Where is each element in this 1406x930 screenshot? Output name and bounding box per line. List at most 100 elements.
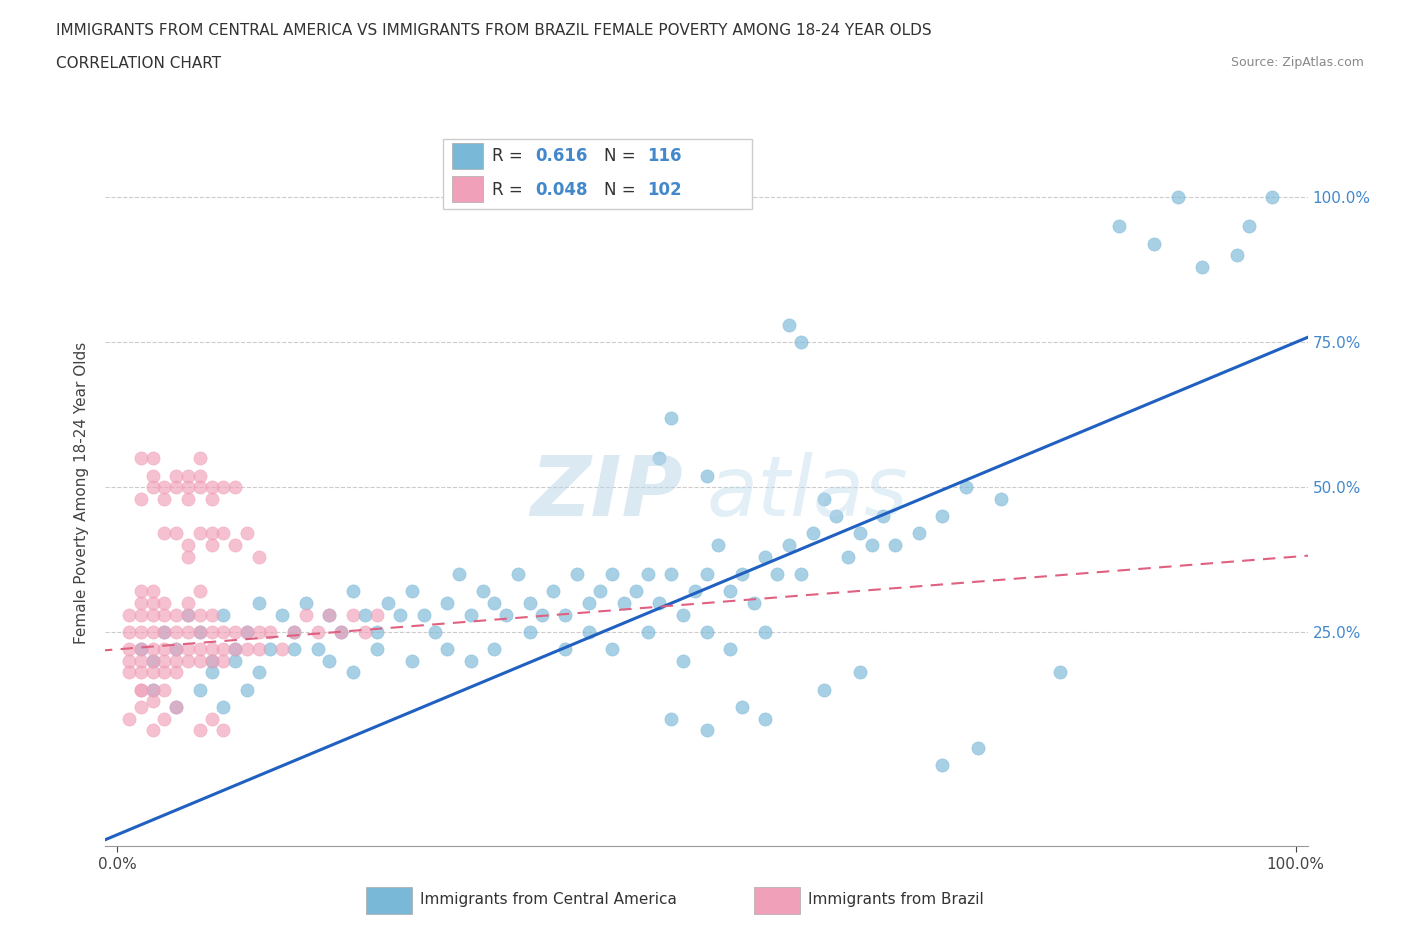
Point [931, 509, 953, 524]
Point [931, 758, 953, 773]
Point [153, 607, 176, 622]
Point [165, 699, 187, 714]
Point [600, 566, 623, 581]
Point [188, 625, 211, 640]
Point [648, 451, 671, 466]
Point [142, 683, 165, 698]
Point [200, 607, 222, 622]
Point [165, 526, 187, 541]
Point [224, 480, 246, 495]
Point [224, 625, 246, 640]
Point [495, 607, 517, 622]
Point [837, 550, 859, 565]
Point [318, 607, 340, 622]
Point [696, 723, 718, 737]
Point [129, 625, 152, 640]
Point [129, 584, 152, 599]
Point [484, 595, 506, 610]
FancyBboxPatch shape [453, 176, 484, 203]
Point [142, 723, 165, 737]
Point [188, 723, 211, 737]
Point [790, 335, 813, 350]
Point [754, 550, 776, 565]
Point [212, 642, 235, 657]
Point [153, 480, 176, 495]
Point [153, 711, 176, 726]
Point [353, 625, 375, 640]
Point [247, 550, 270, 565]
Point [436, 642, 458, 657]
Point [188, 654, 211, 669]
Point [165, 642, 187, 657]
Point [165, 654, 187, 669]
Point [129, 654, 152, 669]
Point [1226, 248, 1249, 263]
Point [600, 642, 623, 657]
Point [129, 642, 152, 657]
Point [377, 595, 399, 610]
Point [1108, 219, 1130, 233]
Point [425, 625, 447, 640]
Point [129, 595, 152, 610]
Point [177, 607, 200, 622]
Point [129, 665, 152, 680]
Point [648, 595, 671, 610]
Point [153, 665, 176, 680]
Point [872, 509, 894, 524]
Point [236, 683, 259, 698]
Point [118, 625, 141, 640]
Point [366, 607, 388, 622]
Point [177, 642, 200, 657]
Point [129, 699, 152, 714]
Text: 0.616: 0.616 [536, 147, 588, 166]
Point [1049, 665, 1071, 680]
Point [200, 654, 222, 669]
Point [696, 566, 718, 581]
Point [318, 607, 340, 622]
Point [165, 480, 187, 495]
Point [530, 607, 553, 622]
Point [718, 584, 741, 599]
Point [188, 584, 211, 599]
Point [200, 625, 222, 640]
Point [118, 642, 141, 657]
Point [366, 625, 388, 640]
Point [389, 607, 412, 622]
Point [118, 711, 141, 726]
Point [142, 642, 165, 657]
Point [177, 654, 200, 669]
Point [554, 642, 576, 657]
Point [506, 566, 529, 581]
Point [212, 480, 235, 495]
Point [200, 538, 222, 552]
Y-axis label: Female Poverty Among 18-24 Year Olds: Female Poverty Among 18-24 Year Olds [75, 342, 90, 644]
Point [153, 595, 176, 610]
Point [848, 526, 870, 541]
Text: N =: N = [603, 180, 636, 199]
Point [637, 566, 659, 581]
Point [177, 607, 200, 622]
Text: CORRELATION CHART: CORRELATION CHART [56, 56, 221, 71]
Text: Immigrants from Central America: Immigrants from Central America [420, 892, 678, 908]
Point [1143, 236, 1166, 251]
Point [1191, 259, 1213, 274]
Point [142, 607, 165, 622]
Point [342, 665, 364, 680]
Point [200, 491, 222, 506]
Point [153, 625, 176, 640]
Point [259, 625, 281, 640]
Point [801, 526, 824, 541]
Point [460, 654, 482, 669]
Point [565, 566, 588, 581]
FancyBboxPatch shape [453, 143, 484, 169]
Point [659, 410, 682, 425]
Point [955, 480, 977, 495]
Point [129, 491, 152, 506]
Point [672, 654, 695, 669]
Text: Immigrants from Brazil: Immigrants from Brazil [808, 892, 984, 908]
Point [118, 654, 141, 669]
Point [247, 625, 270, 640]
Point [153, 642, 176, 657]
Point [129, 642, 152, 657]
Point [236, 625, 259, 640]
